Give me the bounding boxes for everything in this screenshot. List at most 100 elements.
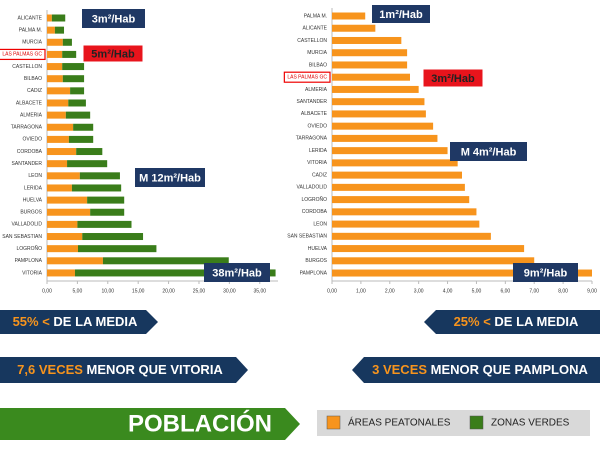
category-label: LERIDA	[24, 185, 43, 191]
bar-segment	[47, 14, 52, 22]
category-label: BILBAO	[309, 62, 327, 68]
bar-segment	[47, 148, 77, 156]
bar-segment	[332, 36, 402, 44]
category-label: TARRAGONA	[296, 136, 328, 142]
annotation-text: M 4m²/Hab	[461, 146, 517, 158]
bar-segment	[90, 208, 125, 216]
x-tick-label: 5,00	[73, 288, 83, 294]
annotation-text: -6	[585, 0, 595, 6]
category-label: ALICANTE	[303, 26, 328, 32]
x-tick-label: 1,00	[356, 288, 366, 294]
legend-box	[317, 410, 590, 436]
bar-segment	[47, 172, 80, 180]
bar-segment	[332, 122, 434, 130]
bar-segment	[62, 50, 77, 58]
category-label: ALMERIA	[20, 112, 43, 118]
category-label: CADIZ	[27, 88, 42, 94]
category-label: ALBACETE	[301, 111, 328, 117]
bar-segment	[47, 196, 88, 204]
annotation-box	[450, 142, 527, 161]
banner-part: 55% <	[13, 314, 51, 329]
banner	[0, 357, 248, 383]
bar-segment	[332, 232, 491, 240]
bar-segment	[332, 147, 448, 155]
legend-label: ÁREAS PEATONALES	[348, 416, 451, 429]
category-label: ALBACETE	[16, 100, 43, 106]
category-label: LOGROÑO	[16, 245, 42, 252]
banner-part: MENOR QUE VITORIA	[83, 362, 223, 377]
bar-segment	[74, 269, 276, 277]
x-tick-label: 0,00	[42, 288, 52, 294]
annotation-box	[372, 5, 430, 23]
banner-text: 3 VECES MENOR QUE PAMPLONA	[372, 362, 588, 377]
bar-segment	[62, 63, 85, 71]
category-label: SAN SEBASTIAN	[2, 234, 42, 240]
category-label: PAMPLONA	[15, 258, 43, 264]
category-label: LAS PALMAS GC	[2, 52, 42, 58]
bar-segment	[47, 135, 69, 143]
bar-segment	[47, 26, 55, 34]
annotation-text: 1m²/Hab	[379, 9, 423, 21]
bar-segment	[76, 148, 103, 156]
category-label: LOGROÑO	[301, 196, 327, 203]
banner-text: 55% < DE LA MEDIA	[13, 314, 138, 329]
category-label: CADIZ	[312, 172, 327, 178]
bar-segment	[67, 160, 108, 168]
x-tick-label: 4,00	[443, 288, 453, 294]
category-label: TARRAGONA	[11, 125, 43, 131]
bar-segment	[47, 111, 66, 119]
bar-segment	[54, 26, 65, 34]
highlight-box	[0, 48, 46, 61]
bar-segment	[47, 50, 63, 58]
bar-segment	[82, 233, 144, 241]
category-label: HUELVA	[23, 197, 43, 203]
bar-segment	[68, 135, 94, 143]
category-label: SANTANDER	[12, 161, 43, 167]
annotation-text: 3m²/Hab	[431, 73, 475, 85]
category-label: OVIEDO	[23, 137, 43, 143]
x-tick-label: 35,00	[254, 288, 267, 294]
bar-segment	[332, 208, 477, 216]
annotation-box	[82, 9, 145, 28]
banner-part: 7,6 VECES	[17, 362, 83, 377]
banner	[424, 310, 600, 334]
bar-segment	[47, 269, 75, 277]
bar-segment	[332, 98, 425, 106]
bar-segment	[332, 269, 592, 277]
banner	[352, 357, 600, 383]
x-tick-label: 15,00	[132, 288, 145, 294]
bar-segment	[332, 85, 419, 93]
category-label: HUELVA	[308, 246, 328, 252]
bar-segment	[79, 172, 120, 180]
banner-part: 25% <	[454, 314, 492, 329]
bar-segment	[47, 123, 74, 131]
category-label: PALMA M.	[304, 13, 327, 19]
bar-segment	[47, 160, 68, 168]
annotation-box	[422, 68, 484, 88]
x-tick-label: 7,00	[529, 288, 539, 294]
category-label: LEON	[313, 221, 327, 227]
bar-segment	[47, 38, 63, 46]
bar-segment	[47, 220, 78, 228]
annotation-text: -4	[241, 0, 252, 6]
x-tick-label: 10,00	[102, 288, 115, 294]
category-label: MURCIA	[307, 50, 327, 56]
annotation-box	[82, 44, 144, 63]
bar-segment	[65, 111, 91, 119]
bar-segment	[78, 245, 157, 253]
category-label: SAN SEBASTIAN	[287, 234, 327, 240]
category-label: PAMPLONA	[300, 270, 328, 276]
category-label: CORDOBA	[17, 149, 43, 155]
category-label: CASTELLON	[12, 64, 42, 70]
banner-part: 3 VECES	[372, 362, 427, 377]
footer-title: POBLACIÓN	[128, 409, 272, 437]
bar-segment	[77, 220, 132, 228]
bar-segment	[332, 183, 465, 191]
bar-segment	[332, 159, 458, 167]
category-label: ALMERIA	[305, 87, 328, 93]
bar-segment	[102, 257, 229, 265]
footer-banner	[0, 408, 300, 440]
x-tick-label: 6,00	[500, 288, 510, 294]
bar-segment	[87, 196, 125, 204]
bar-segment	[47, 184, 72, 192]
